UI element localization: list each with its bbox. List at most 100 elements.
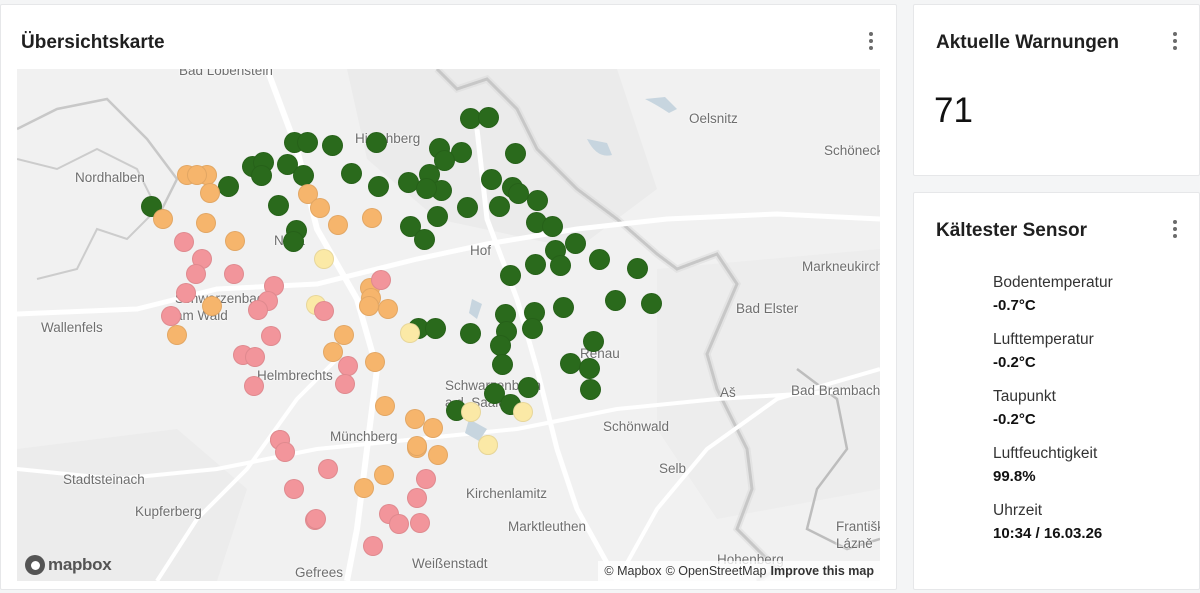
sensor-marker-orange[interactable]	[423, 418, 443, 438]
sensor-marker-orange[interactable]	[405, 409, 425, 429]
sensor-marker-dark-green[interactable]	[518, 377, 539, 398]
sensor-marker-dark-green[interactable]	[492, 354, 513, 375]
sensor-marker-dark-green[interactable]	[478, 107, 499, 128]
sensor-marker-dark-green[interactable]	[484, 383, 505, 404]
sensor-marker-pink[interactable]	[407, 488, 427, 508]
sensor-marker-orange[interactable]	[365, 352, 385, 372]
sensor-marker-light-yellow[interactable]	[461, 402, 481, 422]
sensor-marker-pink[interactable]	[389, 514, 409, 534]
sensor-marker-dark-green[interactable]	[416, 178, 437, 199]
sensor-marker-light-yellow[interactable]	[478, 435, 498, 455]
sensor-marker-pink[interactable]	[248, 300, 268, 320]
sensor-marker-dark-green[interactable]	[500, 265, 521, 286]
sensor-marker-dark-green[interactable]	[641, 293, 662, 314]
sensor-marker-dark-green[interactable]	[580, 379, 601, 400]
sensor-marker-dark-green[interactable]	[414, 229, 435, 250]
sensor-marker-pink[interactable]	[338, 356, 358, 376]
sensor-marker-dark-green[interactable]	[481, 169, 502, 190]
sensor-marker-dark-green[interactable]	[489, 196, 510, 217]
sensor-marker-dark-green[interactable]	[560, 353, 581, 374]
sensor-marker-pink[interactable]	[416, 469, 436, 489]
mapbox-logo[interactable]: mapbox	[25, 555, 112, 575]
sensor-marker-dark-green[interactable]	[322, 135, 343, 156]
map-card-menu-icon[interactable]	[862, 29, 880, 53]
sensor-marker-dark-green[interactable]	[565, 233, 586, 254]
sensor-marker-dark-green[interactable]	[268, 195, 289, 216]
sensor-marker-dark-green[interactable]	[434, 150, 455, 171]
sensor-marker-dark-green[interactable]	[579, 358, 600, 379]
sensor-marker-dark-green[interactable]	[542, 216, 563, 237]
sensor-marker-orange[interactable]	[153, 209, 173, 229]
sensor-marker-dark-green[interactable]	[293, 165, 314, 186]
sensor-marker-pink[interactable]	[284, 479, 304, 499]
sensor-marker-dark-green[interactable]	[605, 290, 626, 311]
sensor-marker-pink[interactable]	[363, 536, 383, 556]
sensor-marker-dark-green[interactable]	[490, 335, 511, 356]
sensor-marker-orange[interactable]	[328, 215, 348, 235]
sensor-marker-dark-green[interactable]	[368, 176, 389, 197]
sensor-marker-pink[interactable]	[306, 509, 326, 529]
sensor-marker-pink[interactable]	[335, 374, 355, 394]
sensor-marker-dark-green[interactable]	[457, 197, 478, 218]
sensor-marker-orange[interactable]	[354, 478, 374, 498]
sensor-marker-orange[interactable]	[167, 325, 187, 345]
sensor-marker-pink[interactable]	[245, 347, 265, 367]
sensor-marker-orange[interactable]	[378, 299, 398, 319]
sensor-marker-orange[interactable]	[428, 445, 448, 465]
sensor-marker-light-yellow[interactable]	[314, 249, 334, 269]
sensor-marker-dark-green[interactable]	[553, 297, 574, 318]
sensor-marker-dark-green[interactable]	[251, 165, 272, 186]
sensor-marker-dark-green[interactable]	[522, 318, 543, 339]
coldest-sensor-menu-icon[interactable]	[1166, 217, 1184, 241]
sensor-marker-orange[interactable]	[374, 465, 394, 485]
sensor-marker-dark-green[interactable]	[297, 132, 318, 153]
sensor-marker-light-yellow[interactable]	[400, 323, 420, 343]
sensor-marker-pink[interactable]	[261, 326, 281, 346]
sensor-marker-dark-green[interactable]	[218, 176, 239, 197]
sensor-marker-dark-green[interactable]	[366, 132, 387, 153]
sensor-marker-dark-green[interactable]	[425, 318, 446, 339]
sensor-marker-dark-green[interactable]	[341, 163, 362, 184]
improve-map-link[interactable]: Improve this map	[770, 564, 875, 578]
sensor-marker-orange[interactable]	[310, 198, 330, 218]
sensor-marker-dark-green[interactable]	[283, 231, 304, 252]
sensor-marker-dark-green[interactable]	[550, 255, 571, 276]
sensor-marker-pink[interactable]	[318, 459, 338, 479]
sensor-marker-dark-green[interactable]	[589, 249, 610, 270]
sensor-marker-pink[interactable]	[176, 283, 196, 303]
warnings-card-menu-icon[interactable]	[1166, 29, 1184, 53]
sensor-marker-orange[interactable]	[225, 231, 245, 251]
sensor-marker-pink[interactable]	[275, 442, 295, 462]
sensor-marker-orange[interactable]	[407, 436, 427, 456]
sensor-marker-pink[interactable]	[314, 301, 334, 321]
sensor-marker-orange[interactable]	[196, 213, 216, 233]
sensor-marker-dark-green[interactable]	[527, 190, 548, 211]
sensor-marker-orange[interactable]	[202, 296, 222, 316]
sensor-marker-dark-green[interactable]	[427, 206, 448, 227]
sensor-marker-orange[interactable]	[362, 208, 382, 228]
sensor-marker-orange[interactable]	[323, 342, 343, 362]
sensor-marker-pink[interactable]	[371, 270, 391, 290]
sensor-marker-dark-green[interactable]	[460, 323, 481, 344]
sensor-marker-dark-green[interactable]	[627, 258, 648, 279]
sensor-marker-dark-green[interactable]	[583, 331, 604, 352]
overview-map[interactable]: Bad Lobenstein Hirschberg Oelsnitz Schön…	[17, 69, 880, 581]
sensor-marker-pink[interactable]	[410, 513, 430, 533]
sensor-marker-dark-green[interactable]	[505, 143, 526, 164]
sensor-marker-pink[interactable]	[174, 232, 194, 252]
sensor-marker-pink[interactable]	[244, 376, 264, 396]
attribution-osm-link[interactable]: © OpenStreetMap	[665, 564, 767, 578]
sensor-marker-dark-green[interactable]	[508, 183, 529, 204]
sensor-marker-orange[interactable]	[187, 165, 207, 185]
attribution-mapbox-link[interactable]: © Mapbox	[604, 564, 662, 578]
sensor-marker-pink[interactable]	[186, 264, 206, 284]
sensor-marker-dark-green[interactable]	[525, 254, 546, 275]
sensor-marker-orange[interactable]	[375, 396, 395, 416]
sensor-marker-orange[interactable]	[200, 183, 220, 203]
sensor-marker-light-yellow[interactable]	[513, 402, 533, 422]
sensor-marker-dark-green[interactable]	[277, 154, 298, 175]
sensor-marker-pink[interactable]	[161, 306, 181, 326]
sensor-marker-orange[interactable]	[334, 325, 354, 345]
sensor-marker-pink[interactable]	[224, 264, 244, 284]
sensor-marker-orange[interactable]	[359, 296, 379, 316]
